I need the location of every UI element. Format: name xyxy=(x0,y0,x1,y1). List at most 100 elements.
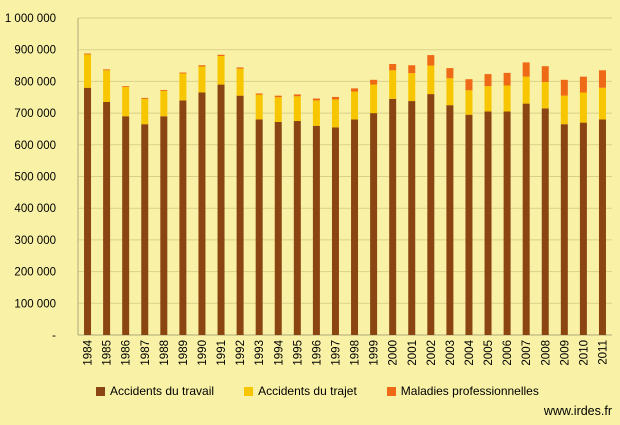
bar-segment-maladies xyxy=(236,67,244,69)
bar-segment-travail xyxy=(217,84,225,335)
gridlines xyxy=(77,17,612,336)
bar-segment-travail xyxy=(579,122,587,335)
bar-segment-trajet xyxy=(465,90,473,115)
bar-segment-trajet xyxy=(484,86,492,112)
x-tick-label: 1984 xyxy=(83,339,95,365)
x-tick-label: 1998 xyxy=(350,340,362,366)
y-tick-label: 1 000 000 xyxy=(5,13,56,25)
x-tick-label: 1989 xyxy=(178,340,190,366)
bar-segment-travail xyxy=(179,100,187,335)
legend-item-maladies: Maladies professionnelles xyxy=(386,384,539,398)
bar-segment-maladies xyxy=(198,65,206,67)
bar-segment-maladies xyxy=(579,76,587,93)
bar-segment-maladies xyxy=(503,72,511,86)
bar-segment-trajet xyxy=(198,66,206,93)
bar-segment-maladies xyxy=(141,97,149,99)
bar-segment-maladies xyxy=(160,89,168,91)
bar-segment-trajet xyxy=(541,82,549,109)
bar-segment-travail xyxy=(522,103,530,335)
x-tick-label: 2007 xyxy=(521,340,533,366)
bar-segment-maladies xyxy=(274,95,282,98)
x-tick-label: 1994 xyxy=(273,339,285,365)
bar-segment-trajet xyxy=(370,84,378,114)
bar-segment-trajet xyxy=(522,76,530,104)
bar-segment-trajet xyxy=(274,97,282,122)
x-tick-label: 1993 xyxy=(254,340,266,366)
legend-item-accidents-travail: Accidents du travail xyxy=(96,384,214,398)
x-tick-label: 2002 xyxy=(426,340,438,366)
bar-segment-trajet xyxy=(255,94,263,120)
bar-segment-travail xyxy=(465,114,473,335)
bar-segment-travail xyxy=(312,125,320,335)
bar-segment-maladies xyxy=(408,65,416,74)
y-tick-label: 400 000 xyxy=(14,203,56,215)
legend-item-accidents-trajet: Accidents du trajet xyxy=(244,384,357,398)
bar-segment-maladies xyxy=(522,62,530,77)
bar-segment-travail xyxy=(408,101,416,335)
bar-segment-travail xyxy=(351,119,359,335)
legend-swatch-travail xyxy=(96,386,105,396)
y-axis-ticks: - 100 000 200 000 300 000 400 000 500 000 600 … xyxy=(5,13,56,342)
bar-segment-trajet xyxy=(312,100,320,126)
bar-segment-maladies xyxy=(465,79,473,91)
bar-segment-maladies xyxy=(370,79,378,85)
bar-segment-maladies xyxy=(293,94,301,97)
bar-segment-maladies xyxy=(541,66,549,83)
bar-segment-maladies xyxy=(446,68,454,79)
bar-segment-maladies xyxy=(560,79,568,96)
bar-segment-maladies xyxy=(255,93,263,95)
bar-segment-travail xyxy=(370,113,378,335)
y-tick-label: 600 000 xyxy=(14,140,56,152)
x-tick-label: 2000 xyxy=(388,340,400,366)
y-tick-label: 200 000 xyxy=(14,267,56,279)
bar-segment-maladies xyxy=(217,54,225,57)
bar-segment-trajet xyxy=(217,56,225,85)
x-tick-label: 1996 xyxy=(311,340,323,366)
x-tick-label: 1985 xyxy=(102,340,114,366)
bar-segment-travail xyxy=(331,127,339,336)
y-tick-label: 700 000 xyxy=(14,108,56,120)
bar-segment-trajet xyxy=(351,91,359,120)
bar-segment-trajet xyxy=(84,54,92,88)
bar-segment-maladies xyxy=(122,86,130,88)
bar-segment-maladies xyxy=(427,55,435,66)
x-tick-label: 1999 xyxy=(369,340,381,366)
bar-segment-travail xyxy=(484,111,492,335)
bar-segment-travail xyxy=(122,116,130,336)
x-tick-label: 1987 xyxy=(140,340,152,366)
bar-segment-trajet xyxy=(389,70,397,99)
stacked-bar-chart: - 100 000 200 000 300 000 400 000 500 000 600 … xyxy=(5,13,612,366)
legend-swatch-trajet xyxy=(244,386,254,396)
bar-segment-travail xyxy=(560,124,568,335)
bar-segment-trajet xyxy=(598,87,606,120)
y-tick-label: - xyxy=(52,330,56,342)
x-tick-label: 2010 xyxy=(578,340,590,366)
x-tick-label: 1990 xyxy=(197,340,209,366)
legend-label-travail: Accidents du travail xyxy=(110,384,215,398)
x-tick-label: 1991 xyxy=(216,340,228,366)
bar-segment-maladies xyxy=(484,74,492,87)
bar-segment-travail xyxy=(503,111,511,335)
bar-segment-travail xyxy=(446,105,454,335)
legend-label-trajet: Accidents du trajet xyxy=(258,384,357,398)
x-tick-label: 1992 xyxy=(235,340,247,366)
bar-segment-trajet xyxy=(122,87,130,117)
bar-segment-travail xyxy=(255,119,263,335)
x-tick-label: 2001 xyxy=(407,340,419,366)
x-tick-label: 2008 xyxy=(540,340,552,366)
bar-segment-trajet xyxy=(408,73,416,102)
bar-segment-trajet xyxy=(579,92,587,123)
bar-segment-trajet xyxy=(141,98,149,125)
bar-segment-travail xyxy=(236,95,244,335)
bar-segment-trajet xyxy=(179,73,187,101)
bar-segment-trajet xyxy=(160,90,168,117)
bar-segment-trajet xyxy=(293,96,301,122)
x-tick-label: 2004 xyxy=(464,339,476,365)
y-tick-label: 500 000 xyxy=(14,172,56,184)
bar-segment-trajet xyxy=(560,95,568,125)
bar-segment-travail xyxy=(293,121,301,336)
bar-segment-travail xyxy=(541,108,549,335)
legend-swatch-maladies xyxy=(386,386,396,396)
y-tick-label: 800 000 xyxy=(14,76,56,88)
legend-label-maladies: Maladies professionnelles xyxy=(400,384,539,398)
